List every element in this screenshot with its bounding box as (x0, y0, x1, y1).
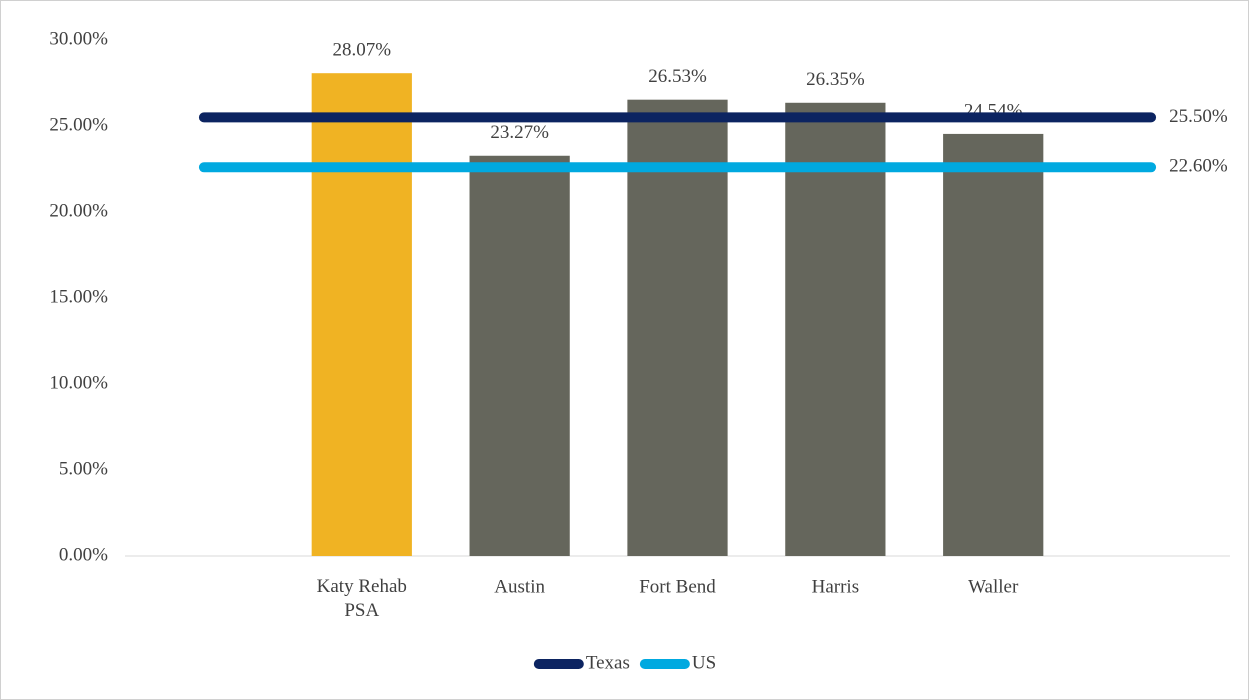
y-tick-label: 15.00% (49, 286, 108, 307)
y-tick-label: 25.00% (49, 114, 108, 135)
line-label: 25.50% (1169, 106, 1228, 127)
data-label: 23.27% (490, 122, 549, 143)
y-tick-label: 30.00% (49, 28, 108, 49)
legend-label: Texas (586, 652, 630, 673)
bar (469, 155, 570, 557)
bar (785, 102, 886, 556)
data-label: 28.07% (332, 40, 391, 61)
bar (627, 99, 728, 557)
bar (311, 73, 412, 557)
x-tick-label: Waller (968, 576, 1019, 597)
bar (943, 133, 1044, 557)
data-label: 26.35% (806, 69, 865, 90)
x-tick-label: Harris (812, 576, 859, 597)
y-tick-label: 20.00% (49, 200, 108, 221)
y-tick-label: 10.00% (49, 372, 108, 393)
y-tick-label: 0.00% (59, 544, 108, 565)
data-label: 26.53% (648, 66, 707, 87)
x-tick-label: Austin (494, 576, 545, 597)
legend-label: US (692, 652, 716, 673)
y-tick-label: 5.00% (59, 458, 108, 479)
x-tick-label: Fort Bend (639, 576, 716, 597)
line-label: 22.60% (1169, 156, 1228, 177)
x-tick-label: Katy Rehab PSA (317, 576, 407, 621)
